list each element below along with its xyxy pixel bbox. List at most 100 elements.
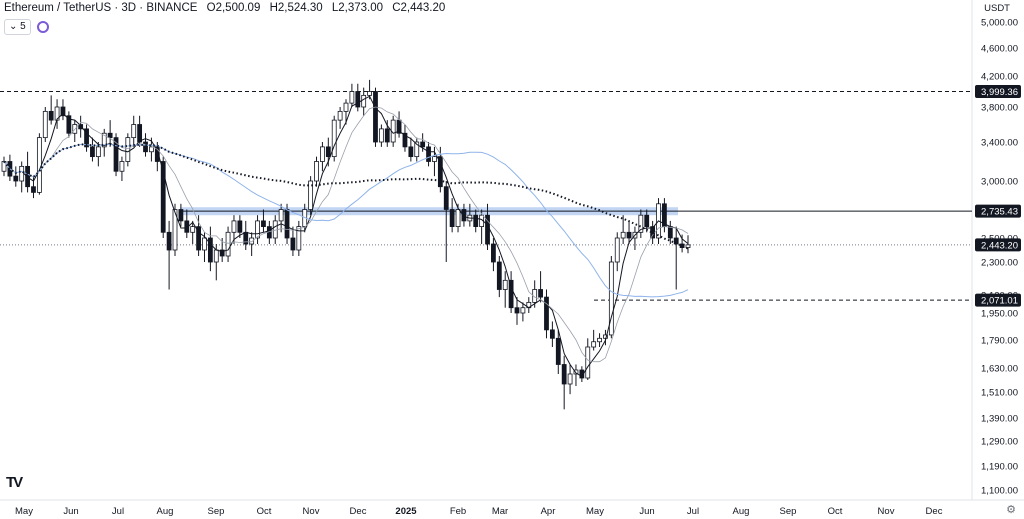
candle-body (178, 209, 184, 222)
candle-body (402, 132, 408, 148)
candle-body (455, 209, 461, 228)
candle-body (367, 91, 372, 96)
candle-body (378, 128, 384, 143)
candle-body (190, 226, 196, 233)
candle-body (532, 289, 538, 303)
candle-body (514, 307, 520, 314)
x-tick-label: Nov (303, 506, 320, 517)
gear-icon[interactable]: ⚙ (1006, 504, 1016, 516)
candle-body (437, 156, 443, 188)
x-tick-label: Oct (828, 506, 843, 517)
candle-body (361, 94, 367, 108)
x-tick-label: Dec (350, 506, 367, 517)
candle-body (231, 220, 237, 233)
candle-body (573, 369, 579, 375)
candle-body (25, 165, 30, 188)
candle-body (101, 132, 107, 148)
indicator-controls: ⌄ 5 (4, 19, 49, 35)
candle-body (31, 186, 36, 193)
candle-body (373, 91, 378, 143)
candle-body (644, 214, 650, 227)
y-tick-label: 1,950.00 (981, 309, 1018, 320)
candle-body (591, 341, 597, 348)
candle-body (284, 209, 290, 239)
y-tick-label: 1,190.00 (981, 462, 1018, 473)
chart-legend: Ethereum / TetherUS · 3D · BINANCE O2,50… (4, 2, 445, 14)
price-label-text: 2,735.43 (981, 207, 1018, 218)
indicator-toggle-button[interactable]: ⌄ 5 (4, 19, 31, 35)
y-tick-label: 3,800.00 (981, 103, 1018, 114)
ohlc-high: H2,524.30 (269, 2, 323, 14)
candle-body (19, 165, 25, 182)
candle-body (626, 231, 632, 239)
currency-label[interactable]: USDT (984, 3, 1010, 14)
x-tick-label: Jun (639, 506, 654, 517)
ohlc-low: L2,373.00 (331, 2, 384, 14)
candle-body (544, 296, 549, 331)
x-tick-label: Nov (878, 506, 895, 517)
candle-body (325, 146, 331, 158)
candle-body (95, 146, 101, 158)
x-tick-label: Aug (157, 506, 174, 517)
candle-body (296, 226, 302, 251)
candle-body (131, 124, 137, 139)
y-tick-label: 4,200.00 (981, 72, 1018, 83)
candle-body (491, 243, 496, 263)
candle-body (314, 161, 319, 182)
x-tick-label: Dec (926, 506, 943, 517)
symbol-title[interactable]: Ethereum / TetherUS · 3D · BINANCE (4, 2, 198, 14)
price-label-box (975, 204, 1021, 218)
y-tick-label: 3,000.00 (981, 177, 1018, 188)
x-tick-label: Sep (780, 506, 797, 517)
candle-body (237, 220, 243, 233)
candle-body (196, 226, 201, 251)
x-tick-label: May (586, 506, 604, 517)
y-tick-label: 1,510.00 (981, 388, 1018, 399)
candle-body (331, 119, 337, 158)
candle-body (520, 307, 526, 314)
y-tick-label: 4,600.00 (981, 44, 1018, 55)
y-tick-label: 1,630.00 (981, 364, 1018, 375)
candle-body (66, 115, 72, 134)
candle-body (508, 279, 514, 309)
ohlc-open: O2,500.09 (206, 2, 261, 14)
candle-body (667, 226, 673, 239)
candle-body (78, 124, 84, 130)
candle-body (42, 110, 48, 139)
price-label-text: 2,443.20 (981, 240, 1018, 251)
y-tick-label: 3,400.00 (981, 138, 1018, 149)
y-tick-label: 1,390.00 (981, 414, 1018, 425)
candle-body (343, 102, 349, 112)
x-tick-label: Feb (450, 506, 466, 517)
candle-body (225, 231, 231, 257)
price-label-box (975, 85, 1021, 99)
ma-long-line (3, 143, 689, 298)
price-label-box (975, 238, 1021, 252)
candle-body (355, 91, 361, 108)
sync-icon[interactable] (36, 21, 49, 33)
y-tick-label: 1,100.00 (981, 486, 1018, 497)
x-tick-label: Jun (63, 506, 78, 517)
candle-body (449, 209, 455, 228)
candle-body (555, 337, 561, 365)
price-label-text: 3,999.36 (981, 87, 1018, 98)
candle-body (620, 231, 626, 239)
candle-body (290, 237, 296, 251)
candle-body (408, 146, 414, 158)
candle-body (567, 373, 573, 385)
chevron-down-icon: ⌄ (9, 21, 18, 32)
y-tick-label: 2,300.00 (981, 258, 1018, 269)
candle-body (119, 161, 125, 172)
candle-body (685, 244, 691, 248)
candle-body (337, 110, 343, 121)
ohlc-close: C2,443.20 (392, 2, 446, 14)
candle-body (349, 91, 355, 104)
candle-body (396, 119, 402, 134)
candle-body (160, 161, 166, 233)
tradingview-logo[interactable]: TV (6, 474, 23, 491)
candle-body (125, 137, 131, 162)
x-tick-label: Apr (541, 506, 556, 517)
candle-body (255, 220, 260, 239)
x-tick-label: May (15, 506, 33, 517)
